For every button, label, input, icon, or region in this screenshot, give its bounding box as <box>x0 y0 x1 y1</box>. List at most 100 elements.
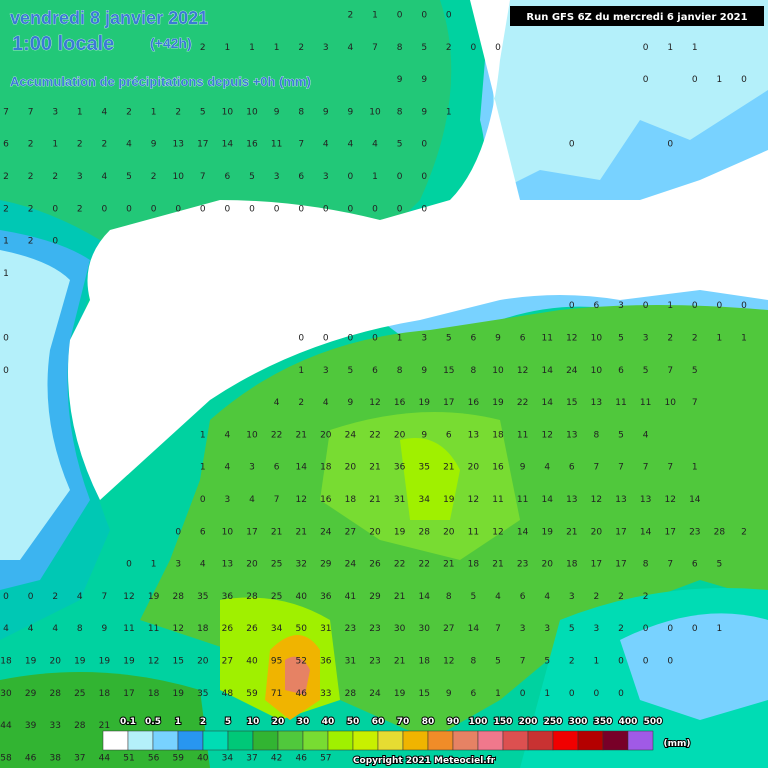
grid-value: 4 <box>126 140 132 150</box>
grid-value: 5 <box>544 657 550 667</box>
grid-value: 22 <box>369 430 380 440</box>
grid-value: 22 <box>394 560 405 570</box>
grid-value: 51 <box>123 753 134 763</box>
grid-value: 18 <box>0 657 12 667</box>
grid-value: 6 <box>594 301 600 311</box>
grid-value: 1 <box>741 334 747 344</box>
grid-value: 0 <box>667 140 673 150</box>
grid-value: 5 <box>397 140 403 150</box>
grid-value: 9 <box>151 140 157 150</box>
legend-swatch <box>152 730 179 751</box>
grid-value: 14 <box>689 495 701 505</box>
grid-value: 4 <box>52 624 58 634</box>
grid-value: 10 <box>246 430 258 440</box>
grid-value: 0 <box>421 11 427 21</box>
grid-value: 16 <box>394 398 406 408</box>
grid-value: 27 <box>443 624 454 634</box>
grid-value: 9 <box>520 463 526 473</box>
legend-label: 30 <box>297 717 310 727</box>
legend-label: 500 <box>644 717 663 727</box>
grid-value: 20 <box>394 430 406 440</box>
grid-value: 40 <box>197 753 209 763</box>
grid-value: 1 <box>3 269 9 279</box>
grid-value: 0 <box>741 75 747 85</box>
legend-label: 90 <box>447 717 460 727</box>
legend: 0.1 0.5 1 2 5 10 20 30 40 50 60 70 80 90 100 150 200 250 3… <box>102 716 691 751</box>
legend-swatch <box>527 730 554 751</box>
grid-value: 24 <box>320 527 332 537</box>
grid-value: 4 <box>3 624 9 634</box>
grid-value: 11 <box>615 398 626 408</box>
grid-value: 10 <box>222 107 234 117</box>
grid-value: 3 <box>643 334 649 344</box>
grid-value: 0 <box>717 301 723 311</box>
grid-value: 0 <box>618 657 624 667</box>
legend-swatch <box>327 730 354 751</box>
grid-value: 12 <box>148 657 159 667</box>
grid-value: 9 <box>397 75 403 85</box>
grid-value: 6 <box>471 334 477 344</box>
grid-value: 56 <box>148 753 160 763</box>
grid-value: 13 <box>566 430 577 440</box>
grid-value: 19 <box>123 657 135 667</box>
legend-swatch <box>252 730 279 751</box>
legend-swatch <box>202 730 229 751</box>
grid-value: 19 <box>443 495 455 505</box>
grid-value: 16 <box>468 398 480 408</box>
legend-swatch <box>577 730 604 751</box>
legend-swatch <box>552 730 579 751</box>
grid-value: 21 <box>394 657 405 667</box>
grid-value: 1 <box>249 43 255 53</box>
grid-value: 3 <box>175 560 181 570</box>
grid-value: 34 <box>418 495 430 505</box>
grid-value: 0 <box>643 301 649 311</box>
grid-value: 25 <box>271 560 282 570</box>
run-box <box>510 6 764 26</box>
grid-value: 13 <box>172 140 183 150</box>
grid-value: 2 <box>298 43 304 53</box>
grid-value: 13 <box>591 398 602 408</box>
grid-value: 15 <box>443 366 454 376</box>
grid-value: 10 <box>172 172 184 182</box>
grid-value: 10 <box>591 334 603 344</box>
grid-value: 11 <box>148 624 159 634</box>
grid-value: 0 <box>3 334 9 344</box>
grid-value: 21 <box>369 463 380 473</box>
grid-value: 7 <box>200 172 206 182</box>
grid-value: 0 <box>421 172 427 182</box>
time-title: 1:00 locale <box>12 33 114 55</box>
grid-value: 16 <box>320 495 332 505</box>
grid-value: 2 <box>151 172 157 182</box>
grid-value: 4 <box>643 430 649 440</box>
grid-value: 28 <box>345 689 357 699</box>
grid-value: 12 <box>123 592 134 602</box>
grid-value: 0 <box>52 237 58 247</box>
grid-value: 42 <box>271 753 282 763</box>
grid-value: 17 <box>246 527 257 537</box>
grid-value: 10 <box>222 527 234 537</box>
grid-value: 0 <box>471 43 477 53</box>
grid-value: 0 <box>618 689 624 699</box>
legend-label: 0.5 <box>145 717 161 727</box>
grid-value: 2 <box>102 140 108 150</box>
grid-value: 3 <box>323 43 329 53</box>
grid-value: 31 <box>320 624 331 634</box>
grid-value: 0 <box>692 301 698 311</box>
grid-value: 20 <box>246 560 258 570</box>
grid-value: 7 <box>3 107 9 117</box>
grid-value: 27 <box>345 527 356 537</box>
grid-value: 9 <box>421 366 427 376</box>
grid-value: 23 <box>345 624 356 634</box>
grid-value: 18 <box>468 560 480 570</box>
grid-value: 21 <box>443 560 454 570</box>
grid-value: 30 <box>418 624 430 634</box>
grid-value: 9 <box>495 334 501 344</box>
grid-value: 25 <box>271 592 282 602</box>
legend-swatch <box>377 730 404 751</box>
grid-value: 0 <box>569 140 575 150</box>
grid-value: 11 <box>492 495 503 505</box>
legend-label: 1 <box>175 717 181 727</box>
grid-value: 4 <box>372 140 378 150</box>
grid-value: 4 <box>200 560 206 570</box>
